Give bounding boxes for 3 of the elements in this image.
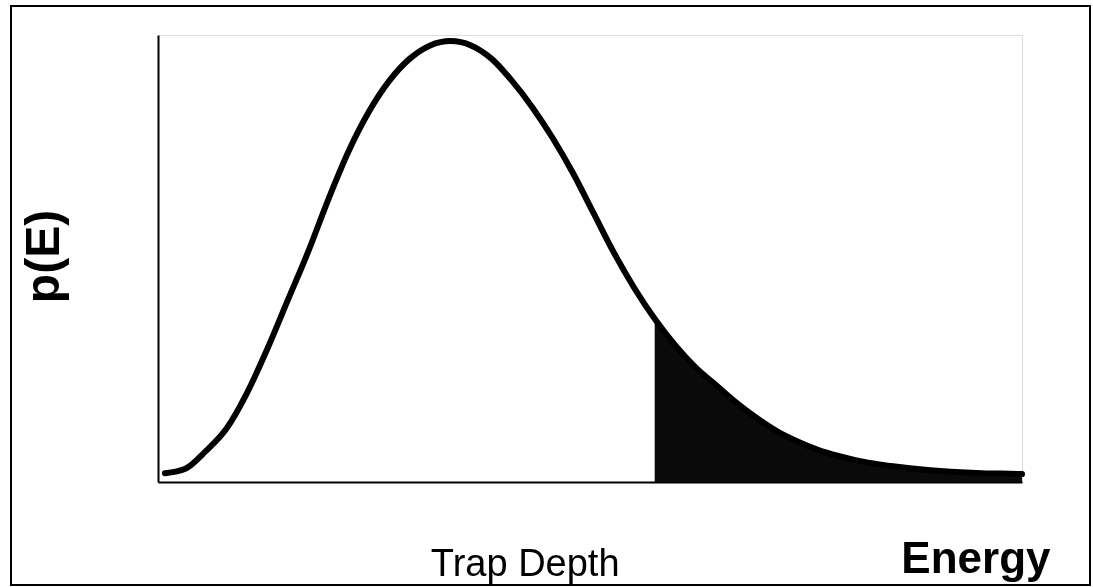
x-axis-title: Energy [901,532,1052,582]
y-axis-title: p(E) [15,209,69,304]
text: Trap Depth [430,542,620,584]
